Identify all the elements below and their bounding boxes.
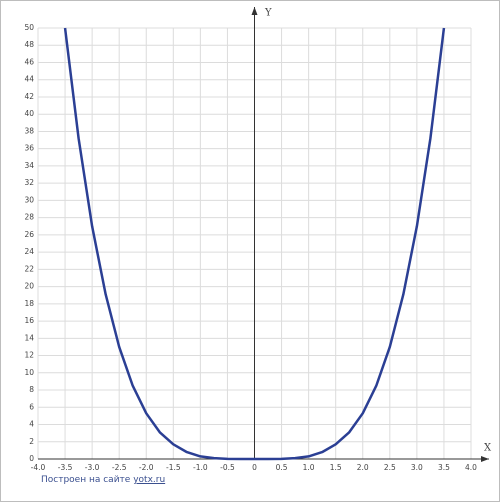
y-tick-label: 44: [24, 75, 34, 84]
y-tick-label: 14: [24, 333, 34, 342]
x-tick-label: -1.0: [193, 463, 208, 471]
y-tick-label: 12: [24, 351, 34, 360]
x-tick-label: 0: [252, 463, 257, 471]
y-tick-label: 30: [24, 195, 34, 204]
x-tick-label: 1.0: [303, 463, 315, 471]
y-axis-label: Y: [264, 8, 272, 19]
y-tick-label: 22: [24, 264, 34, 273]
y-tick-label: 26: [24, 230, 34, 239]
y-tick-label: 2: [29, 437, 34, 446]
y-axis-arrow: [251, 7, 258, 15]
series-line: [63, 27, 446, 461]
footer: Построен на сайте yotx.ru: [41, 475, 165, 485]
y-tick-label: 28: [24, 213, 34, 222]
x-tick-label: -0.5: [220, 463, 235, 471]
y-tick-label: 20: [24, 282, 34, 291]
x-tick-label: -2.0: [139, 463, 154, 471]
chart: Y X 024681012141618202224262830323436384…: [24, 7, 492, 472]
y-tick-label: 16: [24, 316, 34, 325]
y-tick-label: 4: [29, 420, 34, 429]
x-tick-label: -1.5: [166, 463, 181, 471]
y-tick-label: 42: [24, 92, 34, 101]
y-tick-label: 6: [29, 402, 34, 411]
x-tick-label: 1.5: [330, 463, 342, 471]
x-tick-label: -3.5: [58, 463, 73, 471]
y-tick-label: 48: [24, 40, 34, 49]
y-tick-label: 32: [24, 178, 34, 187]
y-tick-label: 46: [24, 57, 34, 66]
x-axis-arrow: [481, 456, 489, 462]
x-tick-label: 2.0: [357, 463, 369, 471]
y-tick-label: 18: [24, 299, 34, 308]
y-tick-label: 34: [24, 161, 34, 170]
x-tick-label: -3.0: [85, 463, 100, 471]
x-tick-label: 3.0: [411, 463, 423, 471]
y-tick-label: 24: [24, 247, 34, 256]
y-tick-label: 38: [24, 126, 34, 135]
x-tick-label: 0.5: [276, 463, 288, 471]
y-tick-label: 0: [29, 454, 34, 463]
x-tick-label: -2.5: [112, 463, 127, 471]
y-tick-label: 36: [24, 144, 34, 153]
y-tick-label: 10: [24, 368, 34, 377]
y-tick-label: 8: [29, 385, 34, 394]
footer-text: Построен на сайте: [41, 475, 131, 485]
y-tick-label: 50: [24, 23, 34, 32]
x-tick-label: 2.5: [384, 463, 396, 471]
y-tick-label: 40: [24, 109, 34, 118]
x-axis-label: X: [484, 443, 492, 454]
x-tick-label: -4.0: [31, 463, 46, 471]
x-tick-label: 3.5: [438, 463, 450, 471]
x-tick-label: 4.0: [465, 463, 477, 471]
footer-link[interactable]: yotx.ru: [133, 475, 166, 485]
